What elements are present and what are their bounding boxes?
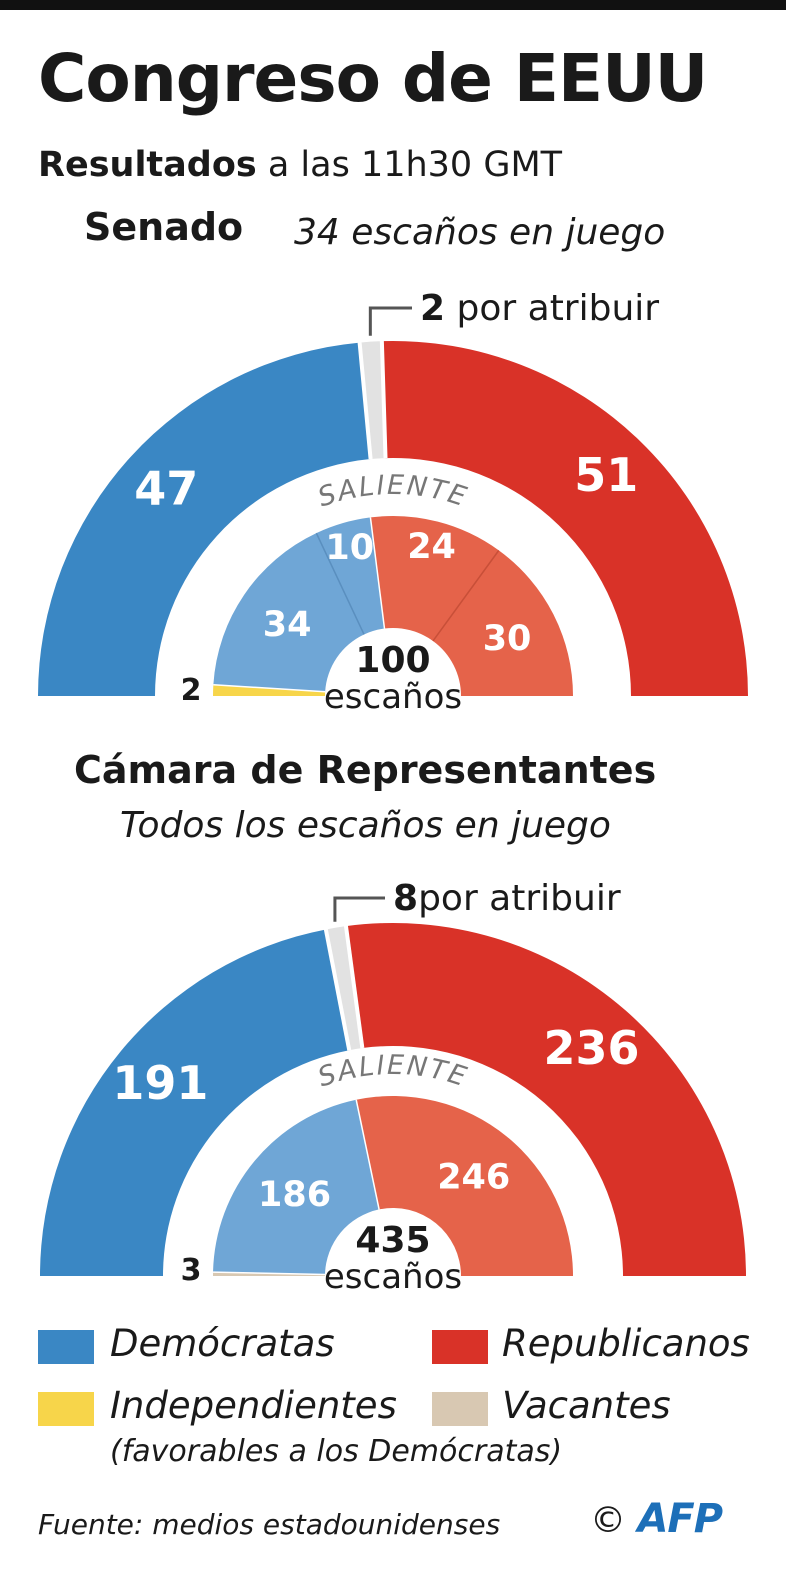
outgoing-label: SALIENTE — [314, 1050, 471, 1094]
outgoing-arc-dem-contested — [316, 517, 385, 635]
outgoing-arc-separator — [432, 549, 500, 642]
result-label-republicans: 236 — [543, 1021, 639, 1075]
result-arc-republicans — [345, 923, 746, 1276]
subtitle-bold: Resultados — [38, 145, 257, 185]
result-label-democrats: 47 — [134, 462, 198, 516]
subtitle-rest: a las 11h30 GMT — [256, 145, 563, 185]
outgoing-label-text: SALIENTE — [314, 1050, 469, 1094]
unassigned-note-value: 2 — [420, 288, 445, 329]
outgoing-arc-separator — [369, 517, 386, 629]
outgoing-arc-separator — [213, 683, 326, 693]
top-rule — [0, 0, 786, 10]
result-arc-republicans — [381, 341, 748, 696]
result-arc-separator — [357, 341, 373, 460]
legend-label-vacancies: Vacantes — [502, 1384, 671, 1427]
outgoing-arc-democrats — [213, 1099, 380, 1275]
result-arc-unassigned — [359, 341, 386, 460]
outgoing-label-text: SALIENTE — [314, 470, 469, 514]
outgoing-arc-separator — [355, 1099, 380, 1210]
house-subtitle: Todos los escaños en juego — [120, 805, 611, 846]
outgoing-arc-separator — [315, 532, 365, 635]
outgoing-label-independents: 2 — [181, 673, 202, 708]
outgoing-arc-rep-contested — [370, 516, 499, 641]
result-arc-unassigned — [325, 926, 363, 1051]
legend-label-independents: Independientes — [110, 1384, 397, 1427]
outgoing-label: SALIENTE — [314, 470, 471, 514]
total-seats-number: 435 — [355, 1220, 430, 1261]
outgoing-label-dem-safe: 34 — [263, 605, 312, 645]
result-arc-separator — [323, 928, 352, 1051]
legend-independents-note: (favorables a los Demócratas) — [110, 1434, 563, 1469]
legend-swatch-independents — [38, 1392, 94, 1426]
result-label-democrats: 191 — [112, 1056, 208, 1110]
result-arc-democrats — [40, 929, 350, 1276]
afp-credit: © AFP — [590, 1496, 723, 1542]
page-subtitle: Resultados a las 11h30 GMT — [38, 145, 562, 185]
afp-logo: AFP — [637, 1496, 723, 1542]
result-arc-separator — [379, 340, 388, 459]
outgoing-label-rep-safe: 30 — [483, 619, 532, 659]
legend-swatch-democrats — [38, 1330, 94, 1364]
outgoing-arc-rep-safe — [432, 550, 573, 696]
total-seats-unit: escaños — [324, 677, 462, 717]
legend-swatch-republicans — [432, 1330, 488, 1364]
source-note: Fuente: medios estadounidenses — [38, 1508, 501, 1541]
unassigned-note: 2 por atribuir — [420, 288, 659, 329]
legend-label-republicans: Republicanos — [502, 1322, 750, 1365]
unassigned-note-text: por atribuir — [418, 878, 621, 919]
unassigned-callout-line — [368, 306, 412, 336]
house-chart: 191 236 8por atribuir SALIENTE 186 246 3 435esc… — [40, 878, 746, 1297]
outgoing-arc-republicans — [356, 1096, 573, 1276]
unassigned-note: 8por atribuir — [393, 878, 621, 919]
senate-chart: 47 51 2 por atribuir SALIENTE 34 10 24 30 2 100es… — [38, 288, 748, 717]
total-seats-number: 100 — [355, 640, 430, 681]
result-label-republicans: 51 — [574, 448, 638, 502]
outgoing-label-democrats: 186 — [258, 1175, 331, 1215]
result-arc-separator — [343, 924, 365, 1049]
outgoing-label-rep-contested: 24 — [407, 527, 456, 567]
total-seats-unit: escaños — [324, 1257, 462, 1297]
copyright-symbol: © — [590, 1500, 626, 1541]
result-arc-democrats — [38, 342, 371, 696]
outgoing-label-vacancies: 3 — [181, 1253, 202, 1288]
unassigned-note-text: por atribuir — [445, 288, 659, 329]
unassigned-note-value: 8 — [393, 878, 418, 919]
house-title: Cámara de Representantes — [74, 748, 657, 792]
page-title: Congreso de EEUU — [38, 40, 708, 117]
unassigned-callout-line — [333, 896, 385, 922]
outgoing-arc-independents — [213, 684, 326, 696]
outgoing-arc-separator — [213, 1271, 326, 1276]
legend-label-democrats: Demócratas — [110, 1322, 335, 1365]
legend-swatch-vacancies — [432, 1392, 488, 1426]
outgoing-label-dem-contested: 10 — [325, 528, 374, 568]
senate-subtitle: 34 escaños en juego — [294, 212, 666, 253]
senate-title: Senado — [84, 205, 244, 249]
outgoing-arc-dem-safe — [213, 533, 365, 692]
outgoing-label-republicans: 246 — [437, 1158, 510, 1198]
